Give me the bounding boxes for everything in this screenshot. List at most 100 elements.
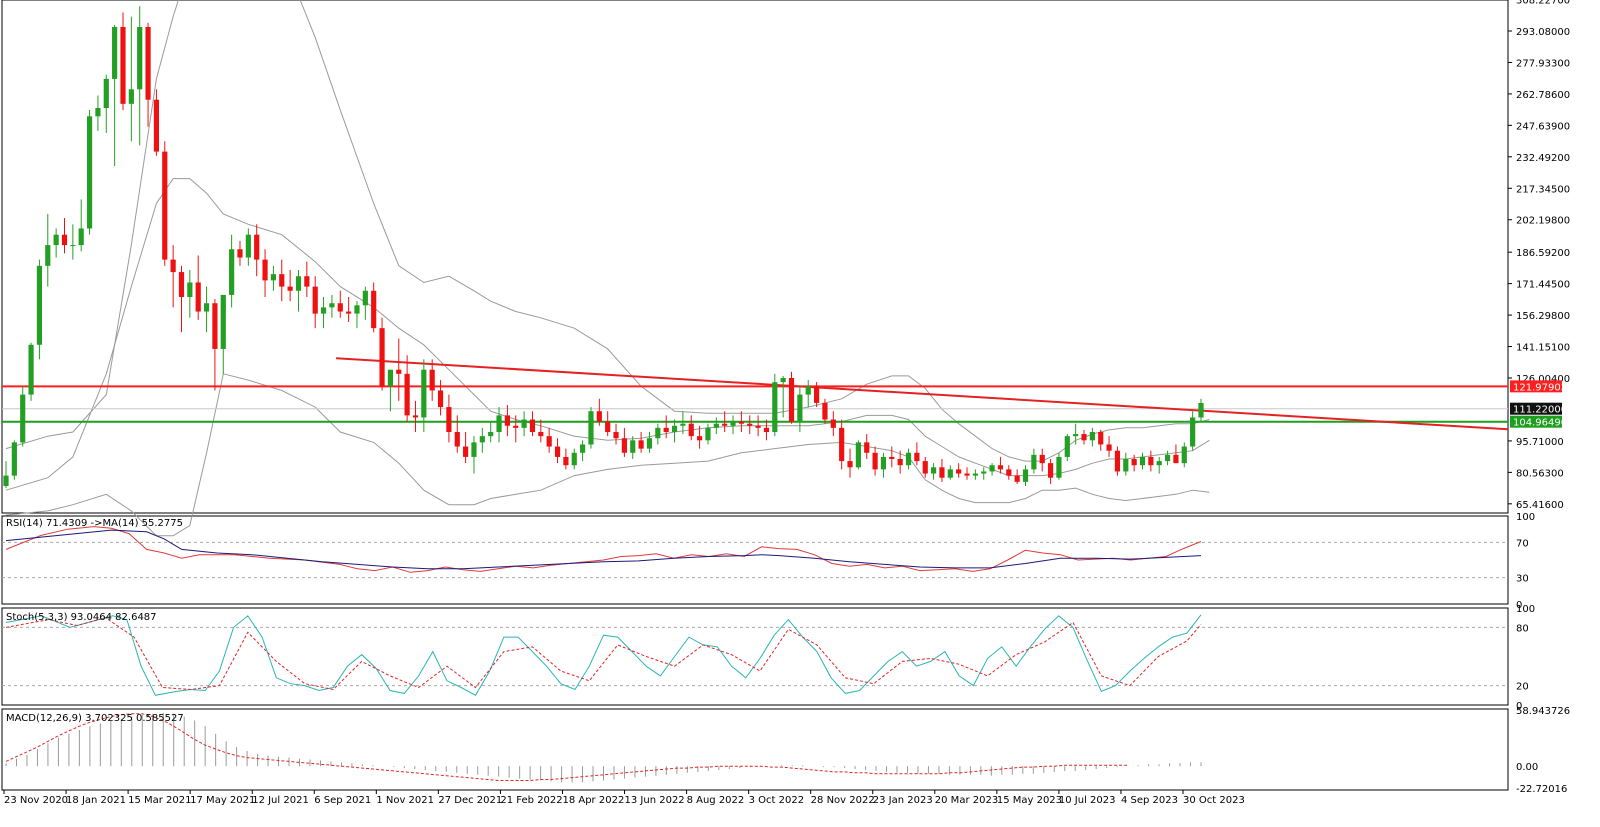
candle [1039,448,1045,472]
candle [396,338,402,401]
candle-body [496,415,502,432]
candle [504,405,510,437]
candle [404,355,410,422]
price-tick-label: 293.08000 [1516,27,1570,38]
candle [287,270,293,302]
candle-body [45,245,51,266]
candle-body [864,442,870,453]
candle-body [254,234,260,260]
candle [563,448,569,470]
candle [630,436,636,459]
candle-body [346,311,352,314]
candle-body [621,438,627,453]
stoch-tick-label: 100 [1516,604,1535,615]
candle-body [212,303,218,349]
candle-body [454,432,460,447]
candle [488,421,494,443]
candle-body [396,369,402,374]
candle [839,419,845,470]
candle-body [1106,444,1112,451]
candle [61,218,68,254]
candle-body [371,290,377,329]
candle [254,224,260,277]
candle [596,398,602,426]
candle [454,415,460,453]
candle-body [889,456,895,459]
candle [270,265,277,291]
candle-body [1073,434,1079,437]
pane-frame-price [1,0,1509,514]
candle-body [421,369,427,418]
candle-body [705,427,711,441]
candle [621,427,627,457]
candle [914,442,920,466]
candle-body [1056,456,1062,478]
candle-body [671,425,678,432]
candle [471,436,477,474]
pane-frame-rsi [1,515,1509,605]
candle-body [312,286,318,314]
candle [930,463,937,480]
candle-body [1148,456,1154,466]
candle [538,419,544,443]
candle [103,74,109,133]
macd-header: MACD(12,26,9) 3.702325 0.585527 [6,713,184,724]
candle-body [195,282,201,312]
candle [162,141,168,266]
x-tick-label: 18 Apr 2022 [562,795,624,806]
candle [45,213,51,287]
candle [546,427,552,453]
candle [964,467,970,480]
candle-body [805,386,811,395]
candle-body [747,423,753,426]
candle [554,438,561,464]
candle-body [1047,463,1054,478]
rsi-header: RSI(14) 71.4309 ->MA(14) 55.2775 [6,518,183,529]
x-tick-label: 23 Jan 2023 [873,795,933,806]
price-tick-label: 141.15100 [1516,343,1570,354]
candle-body [354,305,360,314]
candle-body [412,415,419,418]
candle-body [905,452,912,466]
candle-body [780,378,786,383]
candle [1173,444,1179,464]
candle-body [981,471,987,474]
level-label: 111.22000 [1513,405,1567,416]
candle-body [538,432,544,437]
candle [11,440,17,480]
candle [905,448,912,470]
candle [521,411,527,437]
candle-body [688,423,694,437]
price-tick-label: 126.00400 [1516,374,1570,385]
candle-body [755,425,761,428]
candle [137,6,143,146]
rsi-tick-label: 100 [1516,512,1535,523]
candle [655,423,661,445]
level-label-box [1510,380,1562,393]
candle [646,432,653,453]
candle-body [1039,454,1045,464]
candle [346,297,352,322]
candle [847,448,853,478]
candle [730,415,736,435]
candle-body [546,436,552,447]
candle-body [437,390,444,408]
level-label-box [1510,402,1562,415]
candle [312,276,318,329]
candle-body [471,442,477,457]
candle-body [922,461,928,474]
candle-body [964,473,970,476]
candle-body [855,442,861,468]
candle-body [3,475,9,486]
candle-body [655,427,661,439]
candle [1198,398,1204,422]
candle-body [170,259,176,273]
candle-body [287,286,293,291]
rsi-tick-label: 70 [1516,538,1529,549]
price-tick-label: 308.22700 [1516,0,1570,7]
candle [897,450,903,474]
x-tick-label: 18 Jan 2021 [66,795,126,806]
candle [446,394,452,443]
candle-body [513,425,519,428]
candle-body [128,89,134,104]
